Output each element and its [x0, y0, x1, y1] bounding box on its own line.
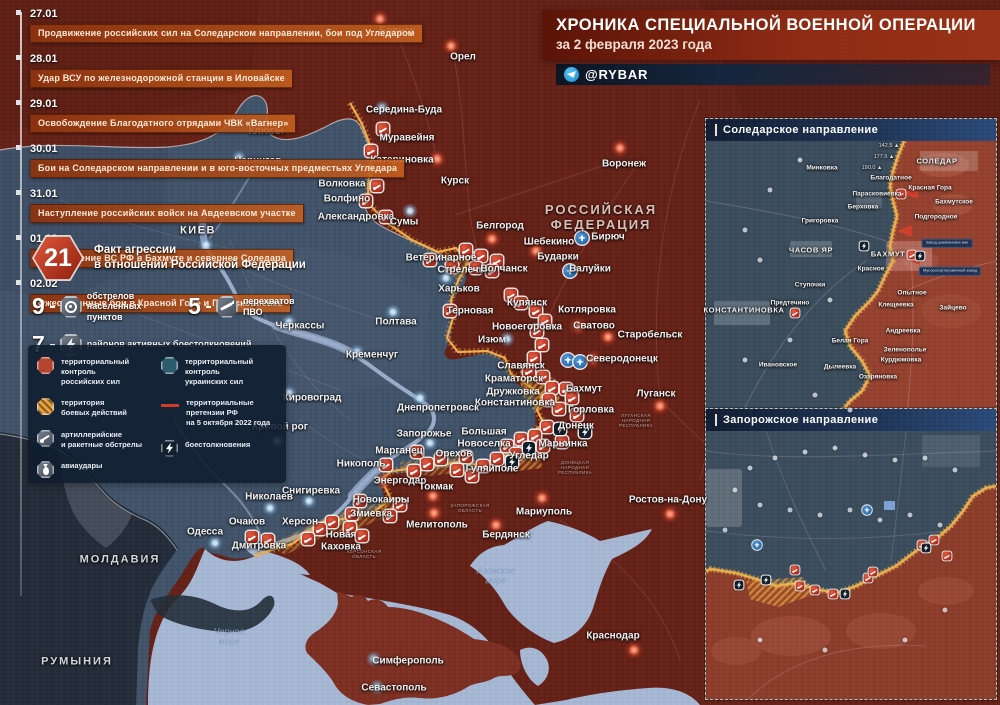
legend-label: территориальный контроль украинских сил: [185, 357, 254, 386]
air-defense-icon: [215, 295, 238, 318]
stat-shelling: 9 обстрелов населенных пунктов: [32, 291, 174, 322]
legend-swatch: [37, 461, 54, 479]
legend-item: боестолкновения: [161, 439, 277, 457]
inset-soledar-header: Соледарское направление: [706, 119, 996, 141]
legend-label: территория боевых действий: [61, 398, 127, 417]
timeline-date: 31.01: [30, 188, 430, 200]
telegram-icon: [564, 67, 579, 82]
legend-item: территория боевых действий: [37, 398, 153, 418]
timeline-entry: 30.01 Бои на Соледарском направлении и в…: [30, 143, 430, 178]
shelling-count: 9: [32, 293, 45, 320]
inset-soledar-svg: [706, 141, 996, 424]
channel-badge: @RYBAR: [556, 64, 990, 85]
timeline-date: 27.01: [30, 8, 430, 20]
aggression-label: Факт агрессии в отношении Российской Фед…: [94, 244, 306, 271]
legend-swatch: [161, 404, 179, 408]
inset-zaporozhye-header: Запорожское направление: [706, 409, 996, 431]
timeline-date: 28.01: [30, 53, 430, 65]
inset-soledar-map: [706, 141, 996, 424]
timeline-event: Удар ВСУ по железнодорожной станции в Ил…: [30, 69, 293, 88]
timeline-event: Освобождение Благодатного отрядами ЧВК «…: [30, 114, 297, 133]
timeline-entry: 27.01 Продвижение российских сил на Соле…: [30, 8, 430, 43]
inset-zaporozhye: Запорожское направление: [705, 408, 997, 700]
aggression-stats: 21 Факт агрессии в отношении Российской …: [32, 234, 312, 358]
shelling-icon: [59, 295, 82, 318]
inset-soledar: Соледарское направление: [705, 118, 997, 425]
title-band: ХРОНИКА СПЕЦИАЛЬНОЙ ВОЕННОЙ ОПЕРАЦИИ за …: [542, 10, 1000, 60]
legend-swatch: [37, 398, 54, 416]
timeline-event: Бои на Соледарском направлении и в юго-в…: [30, 159, 406, 178]
legend-swatch: [161, 439, 178, 457]
legend-item: авиаудары: [37, 461, 153, 479]
legend-label: артиллерийские и ракетные обстрелы: [61, 429, 143, 449]
channel-handle: @RYBAR: [585, 67, 649, 82]
timeline-date: 30.01: [30, 143, 430, 155]
legend-column-1: территориальный контроль российских сил …: [37, 357, 153, 479]
clash-label: районов активных боестолкновений: [87, 339, 252, 349]
legend-item: территориальный контроль украинских сил: [161, 357, 277, 386]
shelling-label: обстрелов населенных пунктов: [86, 291, 142, 322]
timeline: 27.01 Продвижение российских сил на Соле…: [20, 8, 430, 596]
inset-zaporozhye-title: Запорожское направление: [715, 414, 878, 426]
dash: [49, 343, 55, 346]
inset-zaporozhye-svg: [706, 431, 996, 699]
dash: [49, 305, 55, 308]
legend-label: боестолкновения: [185, 439, 251, 449]
timeline-event: Наступление российских войск на Авдеевск…: [30, 204, 304, 223]
legend-swatch: [37, 429, 54, 447]
inset-soledar-title: Соледарское направление: [715, 124, 878, 136]
legend-item: территориальный контроль российских сил: [37, 357, 153, 386]
timeline-entry: 29.01 Освобождение Благодатного отрядами…: [30, 98, 430, 133]
page-subtitle: за 2 февраля 2023 года: [556, 37, 712, 52]
legend-item: территориальные претензии РФ на 5 октябр…: [161, 398, 277, 427]
timeline-event: Продвижение российских сил на Соледарско…: [30, 24, 423, 43]
dash: [205, 305, 211, 308]
timeline-event: Продвижение ВС РФ в Бахмуте и севернее С…: [30, 249, 295, 268]
aggression-count-badge: 21: [32, 234, 84, 282]
azov-sea: [470, 521, 652, 643]
legend-label: авиаудары: [61, 461, 103, 471]
legend-item: артиллерийские и ракетные обстрелы: [37, 429, 153, 450]
map-legend: территориальный контроль российских сил …: [28, 345, 286, 483]
legend-label: территориальный контроль российских сил: [61, 357, 130, 386]
page-title: ХРОНИКА СПЕЦИАЛЬНОЙ ВОЕННОЙ ОПЕРАЦИИ: [556, 16, 976, 34]
timeline-date: 29.01: [30, 98, 430, 110]
timeline-entry: 31.01 Наступление российских войск на Ав…: [30, 188, 430, 223]
intercept-label: перехватов ПВО: [242, 296, 295, 317]
timeline-entry: 28.01 Удар ВСУ по железнодорожной станци…: [30, 53, 430, 88]
stat-intercepts: 5 перехватов ПВО: [188, 293, 312, 320]
intercept-count: 5: [188, 293, 201, 320]
legend-swatch: [161, 357, 178, 374]
legend-label: территориальные претензии РФ на 5 октябр…: [186, 398, 271, 427]
legend-swatch: [37, 357, 54, 374]
crimea: [305, 591, 521, 705]
moldova-romania: [0, 432, 178, 705]
aggression-count: 21: [34, 236, 82, 280]
legend-column-2: территориальный контроль украинских сил …: [161, 357, 277, 471]
inset-zaporozhye-map: [706, 431, 996, 699]
